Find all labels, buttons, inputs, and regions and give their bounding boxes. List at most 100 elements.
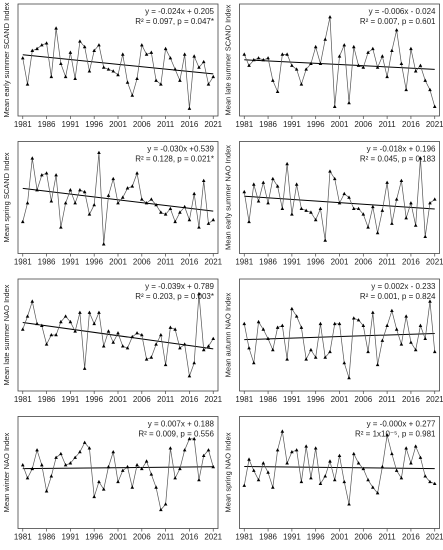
data-point <box>125 186 130 190</box>
x-tick-label: 1996 <box>85 533 103 542</box>
data-point <box>304 67 308 71</box>
data-point <box>432 197 437 201</box>
data-point <box>59 319 63 324</box>
data-point <box>140 466 144 471</box>
data-point <box>332 477 337 482</box>
data-point <box>135 76 139 80</box>
data-point <box>404 314 408 318</box>
data-point <box>211 74 216 79</box>
data-point <box>247 346 251 350</box>
data-point <box>97 150 101 154</box>
data-point <box>404 216 408 220</box>
data-point <box>92 494 96 499</box>
data-point <box>342 191 347 196</box>
x-tick-label: 2011 <box>379 533 397 542</box>
data-point <box>432 349 437 354</box>
data-point <box>182 204 187 209</box>
data-point <box>44 489 49 493</box>
data-point <box>125 346 130 350</box>
data-point <box>149 50 154 54</box>
data-point <box>323 355 328 359</box>
data-point <box>418 156 423 160</box>
x-tick-label: 2021 <box>426 258 443 267</box>
x-tick-label: 1981 <box>235 120 253 129</box>
data-point <box>101 242 106 246</box>
annotation: R² = 0.203, p = 0.003* <box>135 292 214 301</box>
annotation: R² = 0.001, p = 0.824 <box>360 292 436 301</box>
data-point <box>163 212 168 216</box>
x-tick-label: 1996 <box>307 395 325 404</box>
data-point <box>423 336 428 341</box>
data-point <box>54 333 58 337</box>
data-point <box>304 357 308 361</box>
data-point <box>275 448 280 452</box>
data-point <box>87 446 92 450</box>
data-point <box>192 191 196 196</box>
data-point <box>328 169 332 173</box>
data-point <box>266 336 270 341</box>
data-point <box>275 184 280 188</box>
y-axis-label: Mean autumn NAO Index <box>224 292 233 377</box>
x-tick-label: 2011 <box>157 120 175 129</box>
trend-line <box>22 466 214 470</box>
data-point <box>168 325 173 329</box>
data-point <box>25 476 30 480</box>
data-point <box>366 225 370 229</box>
data-point <box>130 485 135 489</box>
data-point <box>68 188 73 192</box>
trend-line <box>244 332 435 341</box>
data-point <box>82 189 87 194</box>
data-point <box>313 446 318 450</box>
data-line <box>22 152 214 245</box>
data-point <box>375 230 380 235</box>
data-point <box>20 463 25 467</box>
data-point <box>261 58 266 62</box>
data-point <box>409 201 413 205</box>
x-tick-label: 1991 <box>283 533 301 542</box>
data-point <box>192 54 196 58</box>
data-point <box>149 472 154 476</box>
data-point <box>140 197 144 201</box>
x-tick-label: 1996 <box>307 120 325 129</box>
y-axis-label: Mean early summer SCAND Index <box>2 2 11 117</box>
data-point <box>285 357 289 361</box>
data-point <box>351 451 356 456</box>
data-point <box>73 76 77 80</box>
data-point <box>40 173 44 177</box>
data-point <box>159 333 163 337</box>
x-tick-label: 2011 <box>157 533 175 542</box>
data-point <box>206 448 211 452</box>
data-point <box>413 223 418 227</box>
data-point <box>197 225 201 229</box>
x-tick-label: 2006 <box>133 258 151 267</box>
data-point <box>309 347 313 352</box>
data-point <box>390 221 394 225</box>
annotation: y = -0.039x + 0.789 <box>145 282 214 291</box>
data-point <box>309 476 313 480</box>
x-tick-label: 2001 <box>109 395 127 404</box>
data-point <box>418 323 423 327</box>
data-point <box>49 333 54 337</box>
data-point <box>44 342 49 346</box>
data-point <box>347 502 351 506</box>
data-point <box>59 61 63 66</box>
data-point <box>242 321 247 326</box>
x-tick-label: 2001 <box>109 120 127 129</box>
annotation: y = -0.006x - 0.024 <box>369 7 436 16</box>
data-point <box>313 217 318 222</box>
data-point <box>394 327 399 331</box>
data-point <box>111 340 116 344</box>
data-point <box>111 176 116 181</box>
x-tick-label: 2006 <box>354 258 372 267</box>
data-point <box>290 449 294 454</box>
y-axis-label: Mean spring SCAND Index <box>2 152 11 242</box>
data-point <box>63 201 68 205</box>
x-tick-label: 2011 <box>157 258 175 267</box>
x-tick-label: 2011 <box>379 258 397 267</box>
data-point <box>351 206 356 210</box>
data-point <box>423 234 428 238</box>
data-point <box>375 362 380 367</box>
x-tick-label: 2001 <box>109 258 127 267</box>
data-point <box>371 310 375 314</box>
data-point <box>173 476 177 480</box>
